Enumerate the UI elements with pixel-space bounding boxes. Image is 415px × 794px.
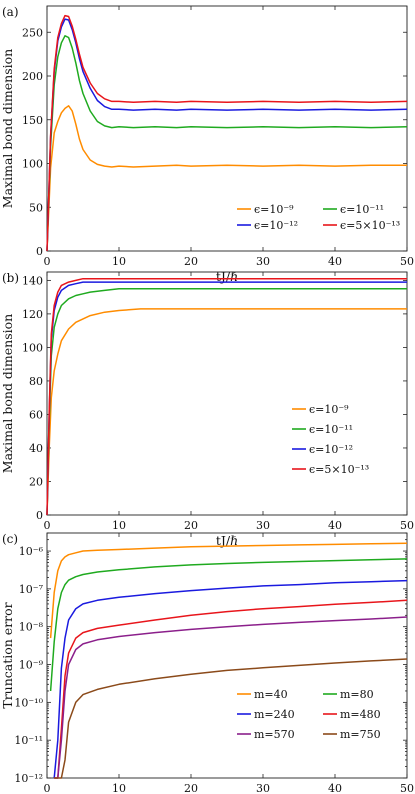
series-line-2 [46,35,408,252]
y-axis-label: Truncation error [0,602,15,708]
x-tick-label: 0 [44,782,51,794]
x-tick-label: 50 [400,255,414,268]
x-tick-label: 0 [44,255,51,268]
x-tick-label: 30 [256,519,270,532]
x-axis-label: tJ/ℏ [216,533,238,548]
series-line-5 [54,616,408,779]
series-line-4 [46,14,408,252]
x-tick-label: 30 [256,255,270,268]
series-line-3 [53,579,408,779]
legend-entry: ϵ=10⁻¹² [309,443,353,456]
x-axis-label: tJ/ℏ [216,269,238,284]
y-tick-label: 140 [22,274,43,287]
legend-entry: m=480 [340,708,381,721]
x-tick-label: 20 [184,782,198,794]
y-tick-label: 60 [29,408,43,421]
x-tick-label: 10 [112,255,126,268]
y-tick-label: 100 [22,158,43,171]
y-tick-label: 10⁻⁹ [19,659,44,672]
y-tick-label: 100 [22,341,43,354]
legend-entry: ϵ=10⁻¹² [254,219,298,232]
panel-label: (b) [2,271,19,285]
y-tick-label: 50 [29,201,43,214]
legend-entry: ϵ=5×10⁻¹³ [309,463,369,476]
x-tick-label: 30 [256,782,270,794]
y-axis-label: Maximal bond dimension [0,49,15,208]
x-tick-label: 0 [44,519,51,532]
legend-entry: m=80 [340,688,374,701]
legend-entry: ϵ=10⁻⁹ [309,403,349,416]
y-tick-label: 250 [22,26,43,39]
panel-label: (a) [2,5,19,19]
x-tick-label: 50 [400,782,414,794]
legend-entry: m=240 [254,708,295,721]
series-line-1 [49,542,408,639]
legend-entry: m=750 [340,728,381,741]
y-tick-label: 0 [36,245,43,258]
series-line-4 [46,277,407,516]
panel-label: (c) [2,532,18,546]
series-line-6 [54,658,408,779]
y-tick-label: 200 [22,70,43,83]
x-tick-label: 10 [112,782,126,794]
x-tick-label: 40 [328,782,342,794]
legend-entry: ϵ=10⁻¹¹ [340,203,384,216]
y-tick-label: 40 [29,442,43,455]
y-tick-label: 10⁻¹⁰ [14,696,43,709]
y-axis-label: Maximal bond dimension [0,314,15,473]
y-tick-label: 0 [36,509,43,522]
series-line-4 [54,599,408,779]
series-line-3 [46,281,407,516]
legend-entry: m=570 [254,728,295,741]
legend-entry: ϵ=10⁻¹¹ [309,423,353,436]
y-tick-label: 10⁻¹¹ [14,734,43,747]
legend-entry: m=40 [254,688,288,701]
series-line-1 [46,308,407,516]
series-line-2 [46,288,407,516]
y-tick-label: 80 [29,375,43,388]
x-tick-label: 50 [400,519,414,532]
y-tick-label: 120 [22,308,43,321]
legend-entry: ϵ=5×10⁻¹³ [340,219,400,232]
plot-frame [46,5,408,252]
y-tick-label: 10⁻¹² [14,772,43,785]
series-line-3 [46,18,408,252]
plot-frame [46,271,408,516]
x-tick-label: 40 [328,519,342,532]
legend-entry: ϵ=10⁻⁹ [254,203,294,216]
y-tick-label: 10⁻⁷ [19,583,44,596]
x-tick-label: 20 [184,519,198,532]
y-tick-label: 10⁻⁸ [19,621,44,634]
series-line-1 [46,105,407,252]
x-tick-label: 10 [112,519,126,532]
x-tick-label: 40 [328,255,342,268]
x-tick-label: 20 [184,255,198,268]
y-tick-label: 20 [29,475,43,488]
series-line-2 [49,558,408,692]
y-tick-label: 10⁻⁶ [19,545,44,558]
y-tick-label: 150 [22,114,43,127]
plot-frame [46,532,408,779]
